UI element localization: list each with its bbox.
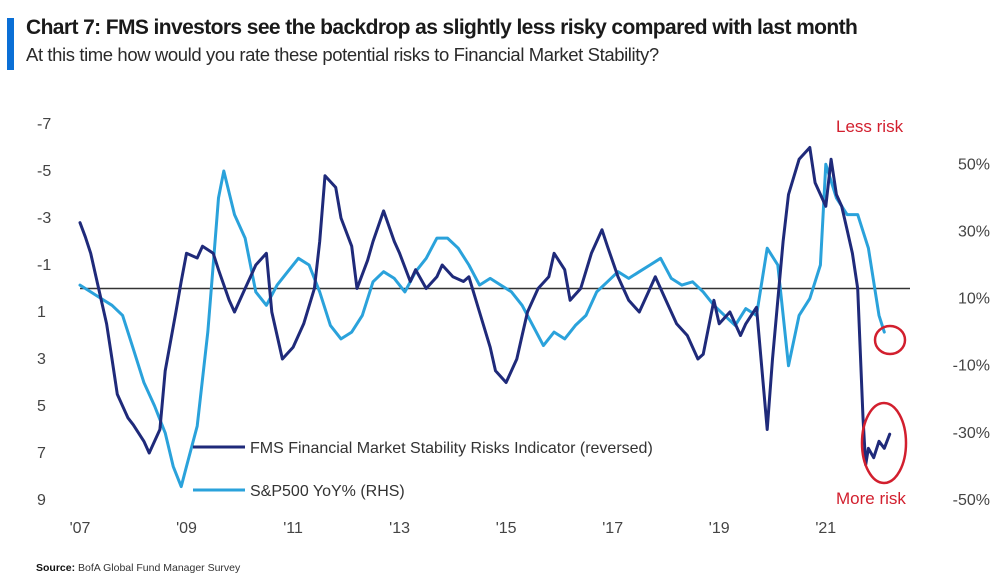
chart-title: Chart 7: FMS investors see the backdrop … bbox=[26, 16, 858, 39]
x-tick-label: '15 bbox=[496, 520, 517, 537]
x-tick-label: '13 bbox=[389, 520, 410, 537]
right-tick-label: 50% bbox=[958, 156, 990, 173]
source-label: Source: bbox=[36, 562, 76, 574]
left-tick-label: 1 bbox=[37, 304, 46, 321]
right-tick-label: 30% bbox=[958, 223, 990, 240]
spx-series-line bbox=[78, 162, 886, 489]
right-tick-label: -30% bbox=[953, 425, 990, 442]
source-text: BofA Global Fund Manager Survey bbox=[78, 562, 241, 574]
x-tick-label: '21 bbox=[815, 520, 836, 537]
x-tick-label: '11 bbox=[283, 520, 303, 537]
right-axis: 50% 30% 10% -10% -30% -50% bbox=[953, 156, 990, 509]
right-tick-label: -50% bbox=[953, 492, 990, 509]
x-tick-label: '17 bbox=[602, 520, 623, 537]
left-tick-label: 5 bbox=[37, 398, 46, 415]
right-tick-label: -10% bbox=[953, 358, 990, 375]
x-tick-label: '07 bbox=[70, 520, 91, 537]
x-axis: '07 '09 '11 '13 '15 '17 '19 '21 bbox=[70, 520, 837, 537]
left-tick-label: 3 bbox=[37, 351, 46, 368]
left-tick-label: -7 bbox=[37, 116, 51, 133]
fms-series-line bbox=[78, 146, 892, 467]
left-tick-label: -1 bbox=[37, 257, 51, 274]
highlight-circle-fms bbox=[860, 401, 908, 485]
chart-subtitle: At this time how would you rate these po… bbox=[26, 44, 659, 65]
left-axis: -7 -5 -3 -1 1 3 5 7 9 bbox=[37, 116, 51, 509]
series-layer bbox=[78, 146, 892, 489]
annotation-less-risk: Less risk bbox=[836, 117, 904, 136]
annotations: Less risk More risk bbox=[836, 117, 908, 508]
left-tick-label: -5 bbox=[37, 163, 51, 180]
left-tick-label: 7 bbox=[37, 445, 46, 462]
right-tick-label: 10% bbox=[958, 291, 990, 308]
legend-label-spx: S&P500 YoY% (RHS) bbox=[250, 483, 405, 500]
source-note: Source: BofA Global Fund Manager Survey bbox=[36, 562, 240, 574]
left-tick-label: -3 bbox=[37, 210, 51, 227]
legend: FMS Financial Market Stability Risks Ind… bbox=[193, 440, 653, 500]
legend-label-fms: FMS Financial Market Stability Risks Ind… bbox=[250, 440, 653, 457]
x-tick-label: '09 bbox=[176, 520, 197, 537]
highlight-circle-spx bbox=[873, 324, 907, 356]
x-tick-label: '19 bbox=[709, 520, 730, 537]
left-tick-label: 9 bbox=[37, 492, 46, 509]
accent-bar bbox=[7, 18, 14, 70]
annotation-more-risk: More risk bbox=[836, 489, 906, 508]
